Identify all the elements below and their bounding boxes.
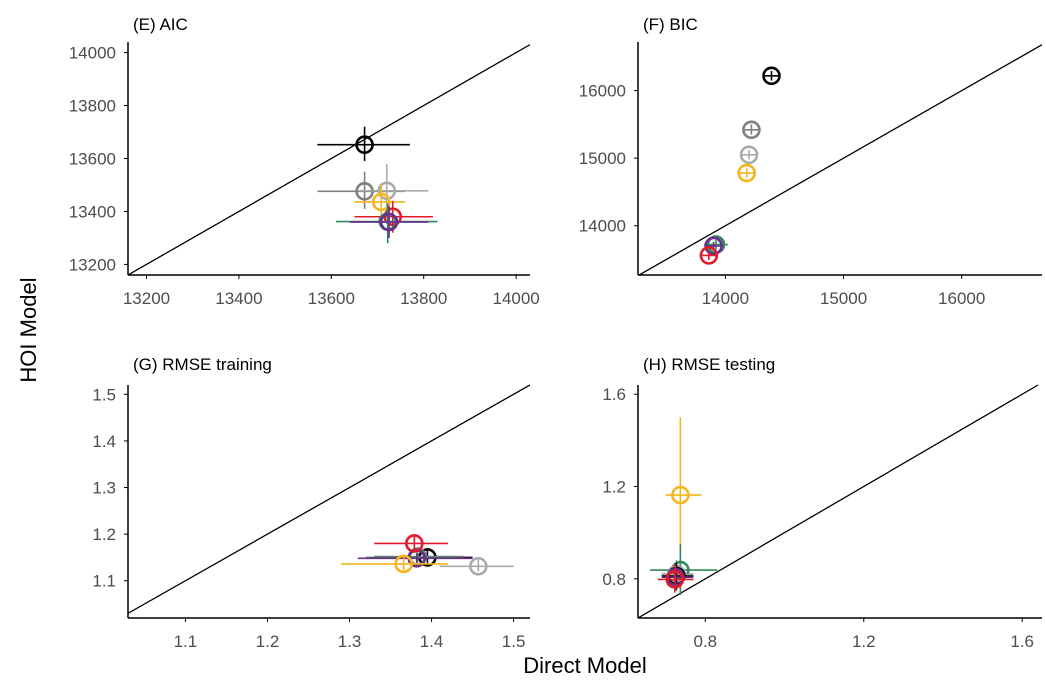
data-point [349, 206, 429, 238]
y-tick-label: 13200 [69, 255, 116, 274]
y-tick-label: 16000 [579, 82, 626, 101]
x-tick-label: 1.6 [1010, 632, 1034, 651]
x-tick-label: 13200 [123, 289, 170, 308]
point-marker [405, 534, 424, 553]
y-tick-label: 14000 [579, 217, 626, 236]
point-marker [671, 485, 690, 505]
data-point [354, 184, 406, 220]
point-marker [379, 212, 399, 232]
data-point [439, 556, 514, 576]
y-tick-label: 1.6 [602, 385, 626, 404]
y-tick-label: 1.2 [92, 525, 116, 544]
identity-line [638, 44, 1042, 275]
y-tick-label: 15000 [579, 149, 626, 168]
x-tick-label: 0.8 [694, 632, 718, 651]
identity-line [128, 384, 530, 614]
y-axis-title: HOI Model [16, 277, 41, 382]
panel-title: (F) BIC [643, 15, 698, 34]
x-tick-label: 14000 [702, 289, 749, 308]
x-tick-label: 13400 [215, 289, 262, 308]
panel-2: (F) BIC 14000 15000 16000 14000 15000 16000 [579, 15, 1042, 308]
data-point [762, 66, 781, 86]
y-tick-label: 13400 [69, 202, 116, 221]
point-marker [469, 556, 488, 576]
y-tick-label: 0.8 [602, 570, 626, 589]
x-tick-label: 13600 [308, 289, 355, 308]
data-point [737, 163, 756, 183]
x-tick-label: 1.2 [852, 632, 876, 651]
y-tick-label: 13800 [69, 97, 116, 116]
x-tick-label: 1.1 [174, 632, 198, 651]
y-tick-label: 1.2 [602, 478, 626, 497]
x-tick-label: 13800 [400, 289, 447, 308]
x-tick-label: 1.3 [338, 632, 362, 651]
x-tick-label: 1.5 [502, 632, 526, 651]
panel-4: (H) RMSE testing 0.8 1.2 1.6 0.8 1.2 1.6 [602, 355, 1042, 651]
data-point [665, 417, 702, 549]
y-tick-label: 14000 [69, 44, 116, 63]
panel-title: (H) RMSE testing [643, 355, 775, 374]
point-marker [762, 66, 781, 86]
point-marker [704, 236, 723, 256]
data-point [317, 126, 410, 162]
data-point [742, 120, 761, 140]
y-tick-label: 1.4 [92, 432, 116, 451]
point-marker [665, 570, 685, 589]
point-marker [377, 181, 397, 201]
point-marker [742, 120, 761, 140]
identity-line [128, 44, 530, 275]
y-tick-label: 1.3 [92, 479, 116, 498]
point-marker [371, 192, 391, 212]
point-marker [739, 145, 759, 165]
data-point [374, 534, 448, 553]
identity-line [638, 384, 1039, 618]
data-point [359, 163, 429, 212]
x-tick-label: 15000 [820, 289, 867, 308]
x-tick-label: 14000 [492, 289, 539, 308]
data-point [739, 145, 759, 165]
y-tick-label: 13600 [69, 150, 116, 169]
point-marker [737, 163, 756, 183]
panel-title: (G) RMSE training [133, 355, 272, 374]
x-tick-label: 16000 [938, 289, 985, 308]
point-marker [699, 246, 719, 265]
panels: (E) AIC 13200 13400 13600 13800 14000 13200 134… [69, 15, 1042, 651]
panel-title: (E) AIC [133, 15, 188, 34]
panel-1: (E) AIC 13200 13400 13600 13800 14000 13200 134… [69, 15, 540, 308]
y-tick-label: 1.1 [92, 572, 116, 591]
y-tick-label: 1.5 [92, 385, 116, 404]
panel-3: (G) RMSE training 1.1 1.2 1.3 1.4 1.5 1.1 1.2 1.… [92, 355, 530, 651]
x-tick-label: 1.4 [420, 632, 444, 651]
data-point [341, 554, 448, 574]
x-tick-label: 1.2 [256, 632, 280, 651]
point-marker [394, 554, 413, 574]
data-point [657, 564, 694, 593]
point-marker [355, 135, 374, 155]
data-point [699, 246, 719, 265]
x-axis-title: Direct Model [523, 653, 646, 678]
